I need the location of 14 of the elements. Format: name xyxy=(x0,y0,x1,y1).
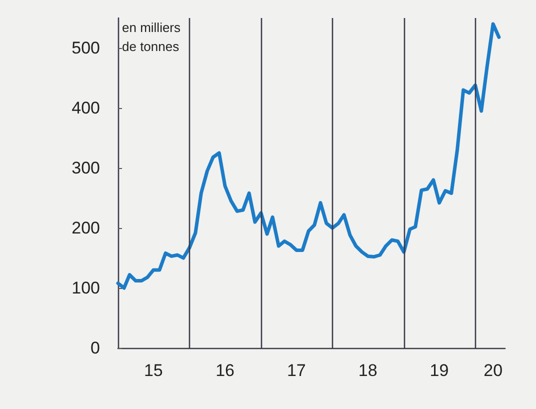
y-tick-label: 400 xyxy=(72,98,100,118)
line-series xyxy=(116,22,501,290)
y-tick-label: 500 xyxy=(72,38,100,58)
x-tick-label: 19 xyxy=(430,361,449,380)
y-axis-title: en milliers de tonnes xyxy=(122,20,182,54)
y-tick-label: 100 xyxy=(72,278,100,298)
y-tick-label: 0 xyxy=(90,338,100,358)
y-tick-label: 200 xyxy=(72,218,100,238)
x-tick-label: 18 xyxy=(358,361,378,380)
x-tick-label: 16 xyxy=(216,361,234,380)
x-tick-label: 15 xyxy=(144,361,163,380)
x-tick-label: 17 xyxy=(286,361,306,380)
x-tick-label: 20 xyxy=(484,361,503,380)
y-tick-label: 300 xyxy=(72,158,100,178)
